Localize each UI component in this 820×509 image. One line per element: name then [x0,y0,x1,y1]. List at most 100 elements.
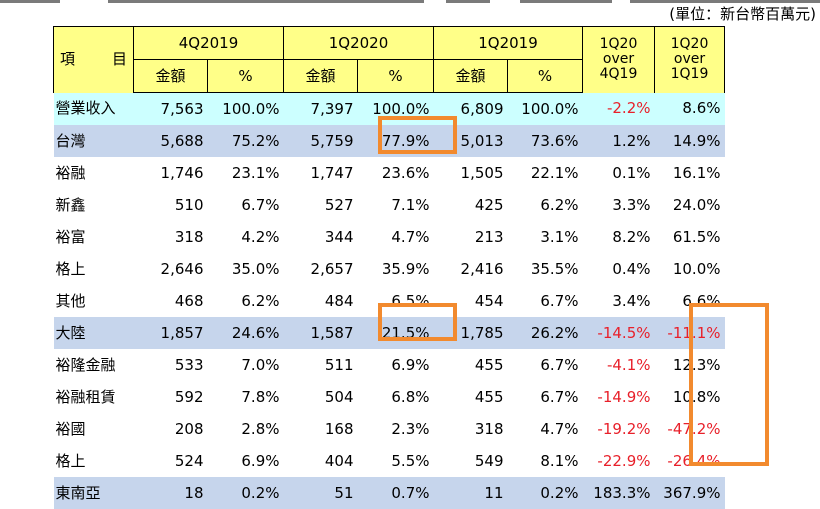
cell-qoq: 0.1% [583,157,655,189]
cell-q1-19-amt: 455 [434,349,508,381]
cell-yoy: 61.5% [655,221,725,253]
cell-q1-20-amt: 168 [284,413,358,445]
cell-qoq: -14.5% [583,317,655,349]
row-label: 大陸 [54,317,134,349]
unit-note: (單位：新台幣百萬元) [669,3,816,24]
cell-q4-19-amt: 318 [134,221,208,253]
row-label: 裕融 [54,157,134,189]
cell-q1-20-amt: 1,747 [284,157,358,189]
cell-qoq: 0.4% [583,253,655,285]
cell-q1-19-pct: 35.5% [508,253,583,285]
cell-q1-19-amt: 318 [434,413,508,445]
row-label: 格上 [54,253,134,285]
cell-qoq: -19.2% [583,413,655,445]
pct-header: % [358,60,434,93]
cell-q4-19-amt: 2,646 [134,253,208,285]
row-label: 裕隆金融 [54,349,134,381]
pct-header: % [208,60,284,93]
cell-q4-19-pct: 35.0% [208,253,284,285]
highlight-box-yoy-decline [689,303,769,466]
cell-q1-20-pct: 5.5% [358,445,434,477]
cell-q1-20-amt: 504 [284,381,358,413]
cell-q1-20-amt: 51 [284,477,358,509]
cell-q1-20-amt: 511 [284,349,358,381]
cell-q4-19-pct: 6.7% [208,189,284,221]
cell-q4-19-pct: 100.0% [208,93,284,126]
row-label: 營業收入 [54,93,134,126]
cell-q4-19-pct: 2.8% [208,413,284,445]
cell-q1-19-pct: 6.7% [508,285,583,317]
cell-q1-20-amt: 1,587 [284,317,358,349]
item-header-char-2: 目 [112,52,127,67]
item-header-char-1: 項 [60,52,75,67]
row-label: 裕國 [54,413,134,445]
row-label: 其他 [54,285,134,317]
cell-q1-19-amt: 213 [434,221,508,253]
header-row-1: 項 目 4Q2019 1Q2020 1Q2019 1Q20 over 4Q19 … [54,27,725,60]
cell-q4-19-pct: 7.0% [208,349,284,381]
cell-q4-19-pct: 6.9% [208,445,284,477]
cell-q1-19-pct: 6.7% [508,349,583,381]
cell-yoy: 10.0% [655,253,725,285]
cell-q4-19-pct: 23.1% [208,157,284,189]
cell-q4-19-amt: 524 [134,445,208,477]
row-label: 台灣 [54,125,134,157]
cell-qoq: 3.3% [583,189,655,221]
highlight-box-taiwan-share [378,116,457,154]
qoq-header: 1Q20 over 4Q19 [583,27,655,93]
cell-q1-19-pct: 73.6% [508,125,583,157]
cell-q4-19-pct: 4.2% [208,221,284,253]
cell-q4-19-amt: 7,563 [134,93,208,126]
row-label: 格上 [54,445,134,477]
cell-q1-19-pct: 6.2% [508,189,583,221]
period-header-1q2020: 1Q2020 [284,27,434,60]
cell-qoq: -2.2% [583,93,655,126]
cell-q1-20-pct: 2.3% [358,413,434,445]
cell-q4-19-pct: 24.6% [208,317,284,349]
cell-q1-20-pct: 6.9% [358,349,434,381]
cell-q1-19-pct: 26.2% [508,317,583,349]
cell-q1-19-amt: 549 [434,445,508,477]
row-label: 新鑫 [54,189,134,221]
cell-q1-20-amt: 404 [284,445,358,477]
cell-q1-19-pct: 22.1% [508,157,583,189]
pct-header: % [508,60,583,93]
cell-q1-19-amt: 11 [434,477,508,509]
cell-q1-20-amt: 7,397 [284,93,358,126]
cell-q1-20-pct: 7.1% [358,189,434,221]
cell-q1-19-pct: 6.7% [508,381,583,413]
cell-q4-19-amt: 18 [134,477,208,509]
cell-q1-20-amt: 484 [284,285,358,317]
cell-q4-19-amt: 510 [134,189,208,221]
cell-q1-19-pct: 8.1% [508,445,583,477]
cell-q1-20-pct: 4.7% [358,221,434,253]
cell-q1-19-pct: 4.7% [508,413,583,445]
cell-q1-19-pct: 3.1% [508,221,583,253]
cell-q4-19-amt: 208 [134,413,208,445]
cell-q1-20-pct: 6.8% [358,381,434,413]
cell-q1-20-amt: 5,759 [284,125,358,157]
cell-qoq: 8.2% [583,221,655,253]
cell-qoq: 3.4% [583,285,655,317]
cell-qoq: 183.3% [583,477,655,509]
amount-header: 金額 [284,60,358,93]
cell-q1-19-amt: 2,416 [434,253,508,285]
cell-q1-19-amt: 1,505 [434,157,508,189]
cell-qoq: -22.9% [583,445,655,477]
highlight-box-china-share [378,303,457,341]
cell-yoy: 367.9% [655,477,725,509]
cell-q1-20-amt: 2,657 [284,253,358,285]
cell-q1-20-pct: 35.9% [358,253,434,285]
period-header-1q2019: 1Q2019 [434,27,583,60]
amount-header: 金額 [134,60,208,93]
cell-q1-20-pct: 0.7% [358,477,434,509]
cell-q1-19-pct: 100.0% [508,93,583,126]
cell-q1-20-amt: 527 [284,189,358,221]
cell-q4-19-amt: 533 [134,349,208,381]
